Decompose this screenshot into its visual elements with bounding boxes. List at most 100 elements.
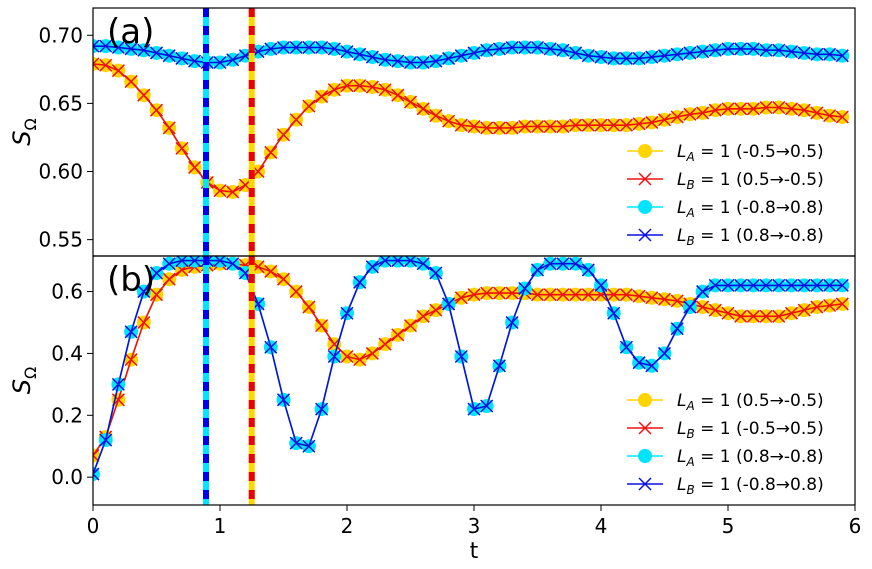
a-series-3-point — [657, 49, 672, 63]
a-panel-label: (a) — [107, 12, 154, 52]
a-series-1-point — [302, 99, 316, 113]
a-series-1-point — [670, 110, 684, 124]
b-series-3-point — [442, 297, 456, 311]
a-series-3-point — [162, 49, 176, 63]
a-series-1-point — [149, 103, 164, 117]
b-series-3-point — [518, 281, 532, 296]
b-xtick-label: 2 — [341, 514, 354, 538]
a-series-3-point — [835, 49, 849, 63]
b-series-1-point — [93, 448, 100, 463]
a-series-1-point — [340, 79, 354, 93]
b-series-3-point — [93, 467, 100, 481]
a-legend-marker-3 — [638, 228, 652, 242]
a-series-1-point — [365, 80, 379, 94]
b-series-3-point — [149, 266, 164, 280]
a-series-1-point — [442, 114, 456, 128]
a-series-1-point — [467, 120, 481, 134]
a-series-1-point — [213, 184, 227, 198]
b-series-3-point — [505, 315, 519, 330]
a-series-1-point — [696, 106, 710, 120]
b-series-3-point — [175, 256, 189, 268]
a-series-1-point — [264, 145, 278, 159]
b-legend-marker-2 — [638, 449, 652, 463]
a-series-3-point — [327, 42, 341, 56]
b-y-axis-label: SΩ — [8, 367, 40, 394]
b-legend-label-2: LA = 1 (0.8→-0.8) — [677, 447, 824, 469]
b-series-3-point — [213, 256, 227, 268]
b-series-1-point — [480, 286, 494, 300]
b-series-3-point — [835, 278, 849, 292]
a-series-1-point — [607, 118, 621, 132]
a-legend-marker-1 — [638, 172, 652, 186]
a-series-1-point — [353, 79, 367, 93]
a-series-1-point — [823, 109, 837, 123]
b-xtick-label: 6 — [849, 514, 862, 538]
b-series-1-point — [391, 328, 405, 342]
a-series-3-point — [683, 46, 697, 60]
b-series-1-point — [772, 309, 786, 323]
a-series-3-line — [93, 45, 843, 64]
a-series-1-point — [454, 118, 468, 132]
a-series-1-point — [175, 141, 189, 155]
a-series-1-point — [188, 160, 202, 174]
a-series-3-point — [429, 54, 443, 68]
a-ytick-label: 0.60 — [38, 160, 83, 184]
b-ytick-label: 0.0 — [51, 465, 83, 489]
b-series-1-point — [149, 288, 164, 302]
b-series-1-point — [353, 353, 367, 367]
b-legend-marker-0 — [638, 393, 652, 407]
a-series-3-point — [454, 49, 468, 63]
b-series-3-point — [746, 278, 760, 292]
a-series-3-point — [810, 47, 824, 61]
b-series-3-point — [734, 278, 748, 292]
b-series-3-point — [784, 278, 799, 292]
b-series-3-point — [823, 278, 837, 292]
b-series-1-point — [264, 264, 278, 278]
b-series-1-point — [403, 319, 418, 333]
b-series-3-point — [696, 285, 710, 299]
a-series-3-point — [365, 50, 379, 64]
a-series-1-point — [810, 106, 824, 120]
b-series-1-point — [645, 291, 659, 305]
a-series-1-point — [632, 117, 646, 131]
b-series-1-point — [810, 300, 824, 314]
a-series-1-point — [93, 57, 100, 71]
a-legend-label-3: LB = 1 (0.8→-0.8) — [677, 226, 824, 248]
b-series-3-point — [619, 340, 633, 354]
a-series-3-point — [581, 49, 595, 63]
a-series-3-point — [721, 42, 735, 56]
b-series-3-point — [302, 439, 316, 453]
b-series-3-point — [645, 359, 659, 373]
a-series-1-point — [683, 107, 697, 121]
b-series-3-point — [632, 356, 646, 370]
b-ytick-label: 0.2 — [51, 403, 83, 427]
b-series-1-point — [696, 300, 710, 314]
b-axes-frame — [92, 255, 856, 506]
b-series-1-point — [429, 303, 443, 317]
a-series-3-point — [353, 47, 367, 61]
a-series-3-point — [670, 47, 684, 61]
a-series-3-point — [556, 43, 570, 57]
a-series-1-point — [124, 75, 138, 89]
b-series-1-point — [289, 285, 303, 299]
a-series-1-point — [619, 118, 633, 132]
b-legend-marker-1 — [638, 421, 652, 435]
a-series-1-point — [759, 100, 773, 115]
a-series-3-point — [93, 39, 100, 53]
a-series-1-point — [657, 113, 672, 127]
a-ytick-label: 0.55 — [38, 228, 83, 252]
a-series-1-point — [734, 102, 748, 116]
b-y-axis-label-sub: Ω — [21, 367, 40, 379]
b-xtick-label: 3 — [468, 514, 481, 538]
a-series-3-point — [797, 46, 811, 60]
b-series-1-point — [569, 288, 583, 302]
a-series-3-point — [416, 55, 430, 70]
b-series-3-point — [543, 257, 557, 271]
b-series-3-point — [810, 278, 824, 292]
panel-b: 0.0 0.2 0.4 0.6 0 1 2 3 4 5 6 t SΩ (b) LA = 1 (0.5→-0.… — [8, 255, 862, 564]
a-series-3-point — [213, 55, 227, 70]
a-ytick-label: 0.70 — [38, 23, 83, 47]
a-series-1-point — [480, 121, 494, 135]
b-series-1-point — [492, 286, 506, 300]
